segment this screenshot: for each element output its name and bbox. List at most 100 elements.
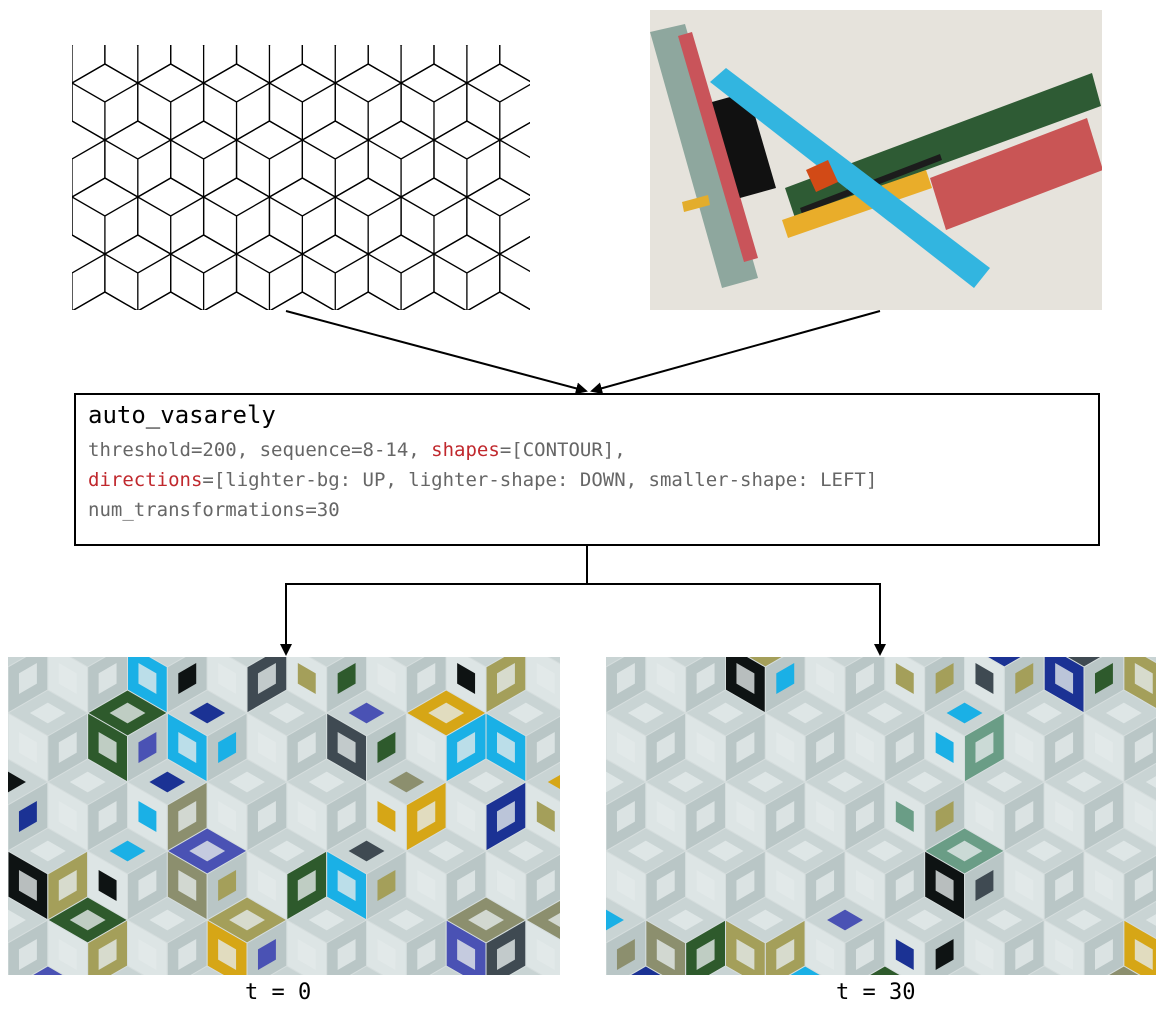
cube-inner-shape <box>218 800 237 833</box>
cube-face-shape <box>8 896 49 944</box>
cube-inner-shape <box>1134 938 1153 971</box>
cube-inner-shape <box>8 771 26 793</box>
cube-face-shape <box>868 965 902 975</box>
cube-inner-shape <box>536 662 555 695</box>
cube-inner-shape <box>308 771 345 793</box>
cube-face-shape <box>524 761 560 803</box>
cube-inner-shape <box>257 938 276 971</box>
cube-inner-shape <box>696 662 715 695</box>
arrow-painting-to-config <box>590 310 881 395</box>
config-box: auto_vasarely threshold=200, sequence=8-… <box>74 393 1100 546</box>
yellow-tab-shape <box>682 195 710 212</box>
cube-inner-shape <box>178 662 197 695</box>
cube-inner-shape <box>388 909 425 931</box>
cube-inner-shape <box>428 702 465 724</box>
cube-inner-shape <box>855 800 874 833</box>
cube-inner-shape <box>536 800 555 833</box>
cube-inner-shape <box>98 731 117 764</box>
cube-inner-shape <box>308 909 345 931</box>
cube-inner-shape <box>377 869 396 902</box>
cube-inner-shape <box>377 662 396 695</box>
cube-inner-shape <box>457 869 476 902</box>
cube-inner-shape <box>816 731 835 764</box>
cube-face-shape <box>524 899 560 941</box>
cube-inner-shape <box>457 662 476 695</box>
cube-inner-shape <box>337 662 356 695</box>
result-t30-svg <box>606 657 1156 975</box>
cube-inner-shape <box>986 771 1023 793</box>
cube-inner-shape <box>257 731 276 764</box>
cube-inner-shape <box>138 869 157 902</box>
cube-inner-shape <box>1015 938 1034 971</box>
cube-face-shape <box>1107 965 1141 975</box>
cube-inner-shape <box>268 840 305 862</box>
cube-inner-shape <box>58 938 77 971</box>
cube-inner-shape <box>696 800 715 833</box>
cube-inner-shape <box>297 800 316 833</box>
cube-inner-shape <box>1015 731 1034 764</box>
cube-inner-shape <box>866 702 903 724</box>
cube-face-shape <box>1122 900 1156 940</box>
cube-inner-shape <box>816 800 835 833</box>
cube-face-shape <box>270 965 304 975</box>
cube-inner-shape <box>895 938 914 971</box>
cube-inner-shape <box>98 662 117 695</box>
cube-inner-shape <box>178 800 197 833</box>
cube-inner-shape <box>18 731 37 764</box>
cube-face-shape <box>1122 762 1156 802</box>
cube-inner-shape <box>337 869 356 902</box>
directions-value: =[lighter-bg: UP, lighter-shape: DOWN, s… <box>202 469 878 491</box>
yellow-bar-shape <box>782 170 932 238</box>
red-tall-bar-shape <box>678 32 758 262</box>
cube-inner-shape <box>178 938 197 971</box>
cube-inner-shape <box>417 731 436 764</box>
cube-inner-shape <box>1134 662 1153 695</box>
cube-inner-shape <box>616 938 635 971</box>
cube-inner-shape <box>975 731 994 764</box>
cube-inner-shape <box>69 771 106 793</box>
cube-inner-shape <box>935 731 954 764</box>
cube-inner-shape <box>1094 869 1113 902</box>
cube-inner-shape <box>656 731 675 764</box>
cube-inner-shape <box>1094 662 1113 695</box>
cube-inner-shape <box>736 938 755 971</box>
cube-inner-shape <box>29 840 66 862</box>
cube-inner-shape <box>18 800 37 833</box>
cube-inner-shape <box>297 662 316 695</box>
cube-inner-shape <box>138 800 157 833</box>
cube-inner-shape <box>935 938 954 971</box>
directions-key: directions <box>88 469 203 491</box>
cube-inner-shape <box>1066 771 1102 793</box>
cube-inner-shape <box>707 840 744 862</box>
cube-inner-shape <box>627 840 664 862</box>
cube-inner-shape <box>257 800 276 833</box>
caption-t0: t = 0 <box>245 980 312 1005</box>
cube-inner-shape <box>895 731 914 764</box>
cube-inner-shape <box>109 702 146 724</box>
cube-inner-shape <box>457 800 476 833</box>
config-line-3: num_transformations=30 <box>88 499 340 521</box>
cube-inner-shape <box>816 662 835 695</box>
black-block-shape <box>712 92 776 198</box>
cube-inner-shape <box>1145 914 1156 926</box>
cube-inner-shape <box>1094 731 1113 764</box>
cube-inner-shape <box>616 731 635 764</box>
cube-inner-shape <box>417 938 436 971</box>
cube-inner-shape <box>1055 800 1074 833</box>
cube-inner-shape <box>1094 800 1113 833</box>
cube-inner-shape <box>776 662 795 695</box>
config-title: auto_vasarely <box>88 401 276 429</box>
cube-inner-shape <box>1134 869 1153 902</box>
config-line-1: threshold=200, sequence=8-14, shapes=[CO… <box>88 439 626 461</box>
cube-inner-shape <box>1105 840 1142 862</box>
cube-inner-shape <box>149 909 186 931</box>
cube-inner-shape <box>337 800 356 833</box>
cube-inner-shape <box>377 731 396 764</box>
cube-inner-shape <box>8 909 26 931</box>
cube-inner-shape <box>229 909 265 931</box>
cube-inner-shape <box>337 731 356 764</box>
cube-inner-shape <box>268 702 305 724</box>
cube-lattice-svg <box>72 45 530 310</box>
cube-inner-shape <box>1134 731 1153 764</box>
cube-inner-shape <box>297 938 316 971</box>
